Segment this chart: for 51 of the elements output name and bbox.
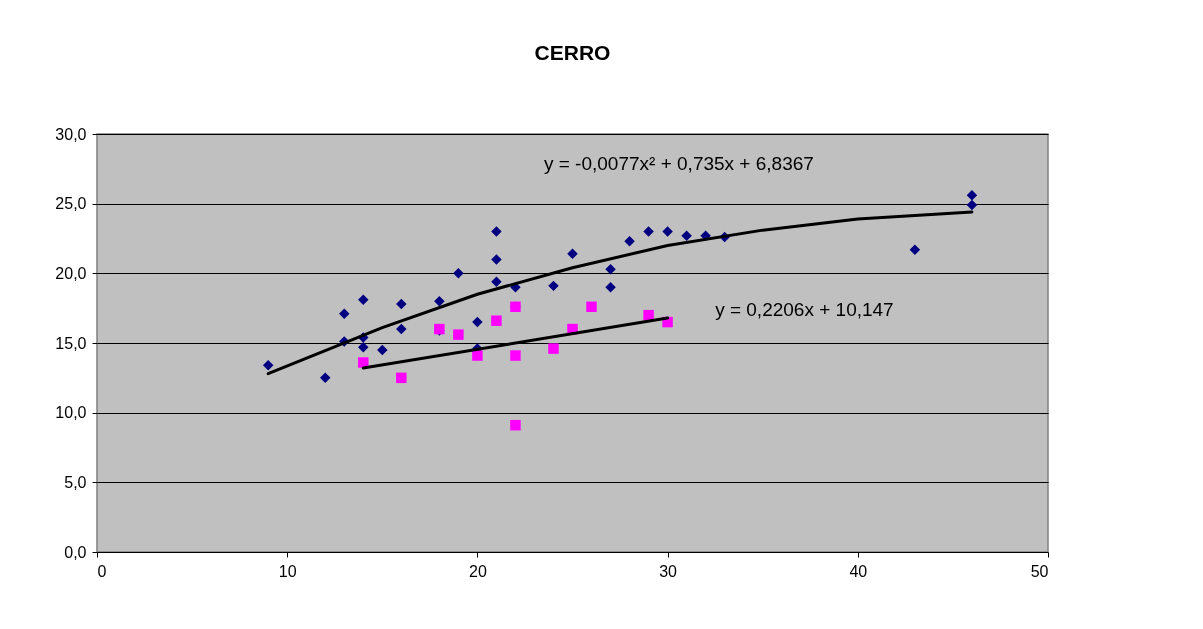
- point: [491, 226, 502, 237]
- point: [681, 230, 692, 241]
- point: [586, 301, 597, 313]
- point: [548, 343, 559, 354]
- point: [453, 329, 464, 340]
- x-tick-label: 50: [1030, 562, 1049, 580]
- y-tick-label: 25,0: [55, 195, 87, 213]
- annotation: y = -0,0077x² + 0,735x + 6,8367: [543, 153, 814, 174]
- point: [453, 268, 464, 279]
- point: [605, 263, 616, 275]
- point: [966, 190, 978, 201]
- point: [909, 244, 921, 255]
- annotation: y = 0,2206x + 10,147: [715, 299, 894, 320]
- point: [643, 309, 654, 321]
- point: [491, 315, 502, 326]
- y-tick-label: 0,0: [64, 543, 87, 561]
- x-tick-label: 10: [278, 562, 297, 580]
- x-tick-label: 20: [469, 562, 487, 580]
- point: [396, 372, 407, 384]
- point: [510, 350, 521, 361]
- point: [966, 199, 978, 211]
- point: [358, 357, 369, 368]
- point: [377, 344, 388, 356]
- point: [624, 236, 635, 247]
- point: [491, 276, 502, 287]
- point: [491, 254, 502, 265]
- point: [262, 360, 274, 371]
- point: [643, 226, 654, 237]
- point: [434, 295, 445, 307]
- point: [605, 282, 616, 293]
- y-tick-label: 20,0: [55, 264, 87, 282]
- point: [339, 308, 350, 319]
- point: [396, 323, 407, 335]
- x-tick-label: 0: [97, 562, 107, 580]
- y-tick-label: 10,0: [55, 404, 87, 422]
- point: [510, 419, 521, 431]
- y-tick-label: 30,0: [55, 125, 87, 143]
- chart-title: CERRO: [534, 41, 611, 64]
- point: [320, 372, 331, 384]
- point: [396, 298, 407, 310]
- y-tick-label: 15,0: [55, 334, 87, 352]
- point: [567, 248, 578, 260]
- point: [548, 280, 559, 292]
- point: [358, 341, 369, 353]
- point: [472, 316, 483, 328]
- point: [662, 226, 673, 237]
- point: [472, 350, 483, 361]
- point: [358, 294, 369, 306]
- x-tick-label: 30: [659, 562, 678, 580]
- y-tick-label: 5,0: [64, 473, 87, 491]
- x-tick-label: 40: [849, 562, 868, 580]
